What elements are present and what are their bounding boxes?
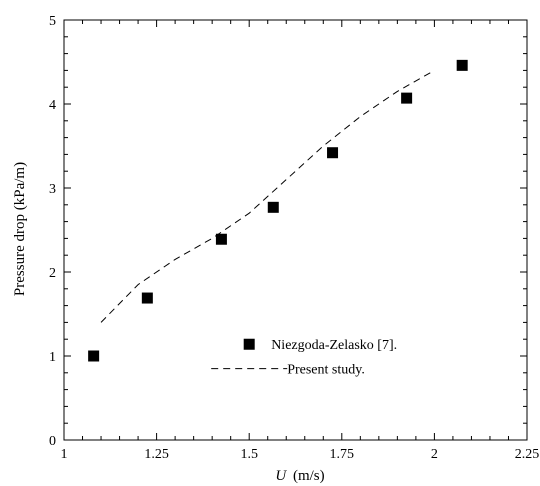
legend-label: Niezgoda-Zelasko [7]. [271, 338, 397, 353]
x-axis-unit: (m/s) [293, 468, 325, 484]
x-tick-label: 1 [61, 447, 68, 462]
data-point-marker [268, 202, 279, 213]
y-axis-title: Pressure drop (kPa/m) [12, 162, 28, 296]
data-point-marker [457, 60, 468, 71]
series-line-present-study [101, 70, 434, 322]
series [88, 60, 468, 362]
y-tick-label: 0 [49, 434, 56, 449]
y-tick-label: 5 [49, 14, 56, 29]
legend-marker-square [244, 339, 255, 350]
data-point-marker [216, 234, 227, 245]
data-point-marker [327, 147, 338, 158]
legend-label: Present study. [287, 363, 365, 378]
x-tick-label: 1.75 [330, 447, 355, 462]
x-tick-label: 2.25 [515, 447, 540, 462]
y-tick-label: 3 [49, 182, 56, 197]
y-tick-label: 1 [49, 350, 56, 365]
x-axis-title: U (m/s) [275, 468, 324, 484]
data-point-marker [142, 293, 153, 304]
data-point-marker [401, 93, 412, 104]
x-tick-label: 1.5 [240, 447, 258, 462]
legend: Niezgoda-Zelasko [7]. Present study. [211, 338, 397, 377]
y-tick-label: 4 [49, 98, 56, 113]
x-tick-label: 1.25 [144, 447, 169, 462]
y-tick-label: 2 [49, 266, 56, 281]
data-point-marker [88, 351, 99, 362]
x-tick-label: 2 [431, 447, 438, 462]
x-axis-symbol: U [275, 468, 287, 484]
